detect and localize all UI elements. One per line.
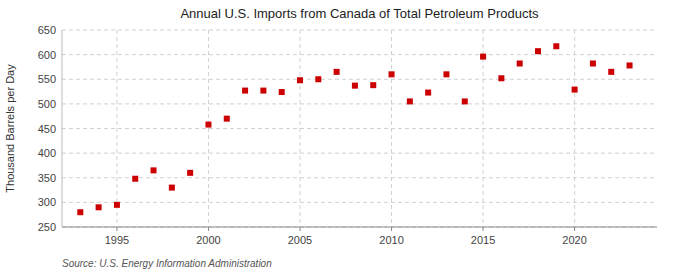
point xyxy=(96,204,102,210)
point xyxy=(187,170,193,176)
x-grid-line xyxy=(208,30,209,227)
y-grid-line xyxy=(62,202,657,203)
y-tick-label: 400 xyxy=(38,147,56,159)
grid xyxy=(62,30,657,227)
point xyxy=(279,89,285,95)
y-axis-label: Thousand Barrels per Day xyxy=(4,64,16,193)
x-tick xyxy=(300,227,301,231)
point xyxy=(205,122,211,128)
x-tick-label: 2000 xyxy=(196,234,220,246)
x-tick xyxy=(391,227,392,231)
point xyxy=(77,209,83,215)
y-tick-label: 350 xyxy=(38,172,56,184)
point xyxy=(425,90,431,96)
point xyxy=(260,88,266,94)
x-tick-label: 2020 xyxy=(562,234,586,246)
x-tick xyxy=(574,227,575,231)
x-tick-label: 2005 xyxy=(288,234,312,246)
y-grid-line xyxy=(62,54,657,55)
point xyxy=(169,185,175,191)
y-grid-line xyxy=(62,79,657,80)
point xyxy=(151,167,157,173)
points xyxy=(77,43,632,215)
x-grid-line xyxy=(300,30,301,227)
point xyxy=(407,98,413,104)
point xyxy=(535,48,541,54)
x-grid-line xyxy=(574,30,575,227)
y-tick-label: 300 xyxy=(38,196,56,208)
point xyxy=(114,202,120,208)
y-tick-label: 600 xyxy=(38,49,56,61)
point xyxy=(370,82,376,88)
annotation: Source: U.S. Energy Information Administ… xyxy=(62,258,272,269)
x-grid-line xyxy=(116,30,117,227)
point xyxy=(480,54,486,60)
point xyxy=(498,75,504,81)
point xyxy=(334,69,340,75)
y-grid-line xyxy=(62,103,657,104)
x-tick-label: 1995 xyxy=(105,234,129,246)
point xyxy=(462,98,468,104)
x-tick xyxy=(483,227,484,231)
point xyxy=(443,71,449,77)
point xyxy=(315,76,321,82)
y-grid-line xyxy=(62,177,657,178)
point xyxy=(389,71,395,77)
y-tick-label: 550 xyxy=(38,73,56,85)
x-tick xyxy=(208,227,209,231)
y-tick-label: 250 xyxy=(38,221,56,233)
point xyxy=(590,60,596,66)
point xyxy=(132,176,138,182)
x-axis-line xyxy=(62,227,657,228)
y-grid-line xyxy=(62,30,657,31)
y-grid-line xyxy=(62,128,657,129)
chart-container: Annual U.S. Imports from Canada of Total… xyxy=(0,0,675,275)
x-tick xyxy=(116,227,117,231)
x-grid-line xyxy=(391,30,392,227)
y-tick-label: 650 xyxy=(38,24,56,36)
point xyxy=(517,60,523,66)
point xyxy=(627,62,633,68)
point xyxy=(553,43,559,49)
point xyxy=(297,77,303,83)
y-grid-line xyxy=(62,153,657,154)
point xyxy=(572,87,578,93)
y-tick-label: 450 xyxy=(38,123,56,135)
y-grid-line xyxy=(62,227,657,228)
point xyxy=(242,88,248,94)
y-axis-line xyxy=(62,30,63,227)
point xyxy=(224,116,230,122)
x-tick-label: 2015 xyxy=(471,234,495,246)
point xyxy=(352,83,358,89)
y-tick-label: 500 xyxy=(38,98,56,110)
title: Annual U.S. Imports from Canada of Total… xyxy=(180,6,539,21)
chart: Annual U.S. Imports from Canada of Total… xyxy=(0,0,675,275)
x-tick-label: 2010 xyxy=(379,234,403,246)
point xyxy=(608,69,614,75)
